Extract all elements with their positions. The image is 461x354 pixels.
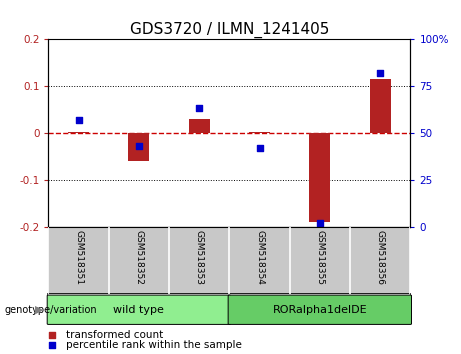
Text: GSM518353: GSM518353 xyxy=(195,230,204,285)
Text: GSM518355: GSM518355 xyxy=(315,230,325,285)
Point xyxy=(316,220,324,225)
Bar xyxy=(189,119,210,133)
Text: genotype/variation: genotype/variation xyxy=(5,305,97,315)
Bar xyxy=(68,132,89,133)
Point xyxy=(75,117,82,122)
Point xyxy=(48,332,56,337)
Bar xyxy=(249,132,270,133)
Bar xyxy=(370,79,390,133)
Text: percentile rank within the sample: percentile rank within the sample xyxy=(66,340,242,350)
Bar xyxy=(309,133,331,222)
Text: RORalpha1delDE: RORalpha1delDE xyxy=(272,305,367,315)
Text: transformed count: transformed count xyxy=(66,330,164,339)
Text: GSM518352: GSM518352 xyxy=(134,230,143,285)
FancyBboxPatch shape xyxy=(228,295,412,324)
Text: GSM518354: GSM518354 xyxy=(255,230,264,285)
Text: ▶: ▶ xyxy=(35,305,44,315)
Text: wild type: wild type xyxy=(113,305,164,315)
Bar xyxy=(128,133,149,161)
Point xyxy=(377,70,384,75)
FancyBboxPatch shape xyxy=(47,295,230,324)
Point xyxy=(256,145,263,150)
Point xyxy=(48,342,56,348)
Title: GDS3720 / ILMN_1241405: GDS3720 / ILMN_1241405 xyxy=(130,21,329,38)
Point xyxy=(135,143,142,149)
Point xyxy=(195,105,203,111)
Text: GSM518351: GSM518351 xyxy=(74,230,83,285)
Text: GSM518356: GSM518356 xyxy=(376,230,384,285)
